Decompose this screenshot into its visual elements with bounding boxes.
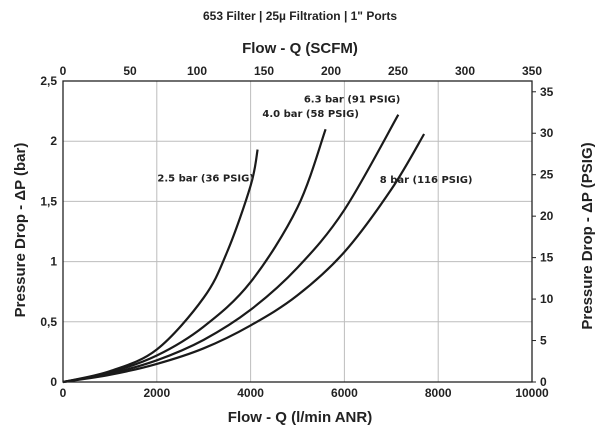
x-tick-label: 8000 [425,386,452,400]
series-label: 6.3 bar (91 PSIG) [304,95,401,106]
series-line [62,133,426,384]
y2-tick-label: 25 [540,168,554,182]
y-tick-label: 2,5 [40,74,57,88]
bottom-axis-title: Flow - Q (l/min ANR) [228,409,372,426]
series-label: 8 bar (116 PSIG) [380,175,473,186]
x2-tick-label: 250 [388,64,408,78]
y2-tick-label: 5 [540,334,547,348]
x-tick-label: 10000 [515,386,549,400]
y-tick-label: 0 [50,375,57,389]
x-tick-label: 6000 [331,386,358,400]
x-tick-label: 4000 [237,386,264,400]
x2-tick-label: 350 [522,64,542,78]
y2-tick-label: 10 [540,292,554,306]
series-line [62,114,400,384]
y-tick-label: 0,5 [40,315,57,329]
series-line [62,128,327,384]
chart-title: 653 Filter | 25µ Filtration | 1" Ports [203,9,397,23]
x-tick-label: 0 [60,386,67,400]
x2-tick-label: 50 [123,64,137,78]
plot-frame [62,80,533,383]
x2-tick-label: 150 [254,64,274,78]
x2-tick-label: 200 [321,64,341,78]
y2-tick-label: 35 [540,85,554,99]
y2-tick-label: 20 [540,209,554,223]
series-label: 4.0 bar (58 PSIG) [262,109,359,120]
x2-tick-label: 0 [60,64,67,78]
series-label: 2.5 bar (36 PSIG) [157,174,254,185]
left-axis-title: Pressure Drop - ΔP (bar) [12,143,29,318]
y2-tick-label: 15 [540,251,554,265]
y2-tick-label: 0 [540,375,547,389]
series-lines [62,114,426,384]
right-axis-title: Pressure Drop - ΔP (PSIG) [579,142,596,329]
y-tick-label: 1,5 [40,194,57,208]
x2-tick-label: 300 [455,64,475,78]
top-axis-title: Flow - Q (SCFM) [242,40,358,57]
series-line [62,149,259,384]
x2-tick-label: 100 [187,64,207,78]
series-labels: 2.5 bar (36 PSIG) 4.0 bar (58 PSIG) 6.3 ba… [157,95,472,186]
y-tick-label: 2 [50,134,57,148]
y-tick-label: 1 [50,255,57,269]
grid-lines [62,80,533,383]
y2-tick-label: 30 [540,126,554,140]
x-tick-label: 2000 [143,386,170,400]
